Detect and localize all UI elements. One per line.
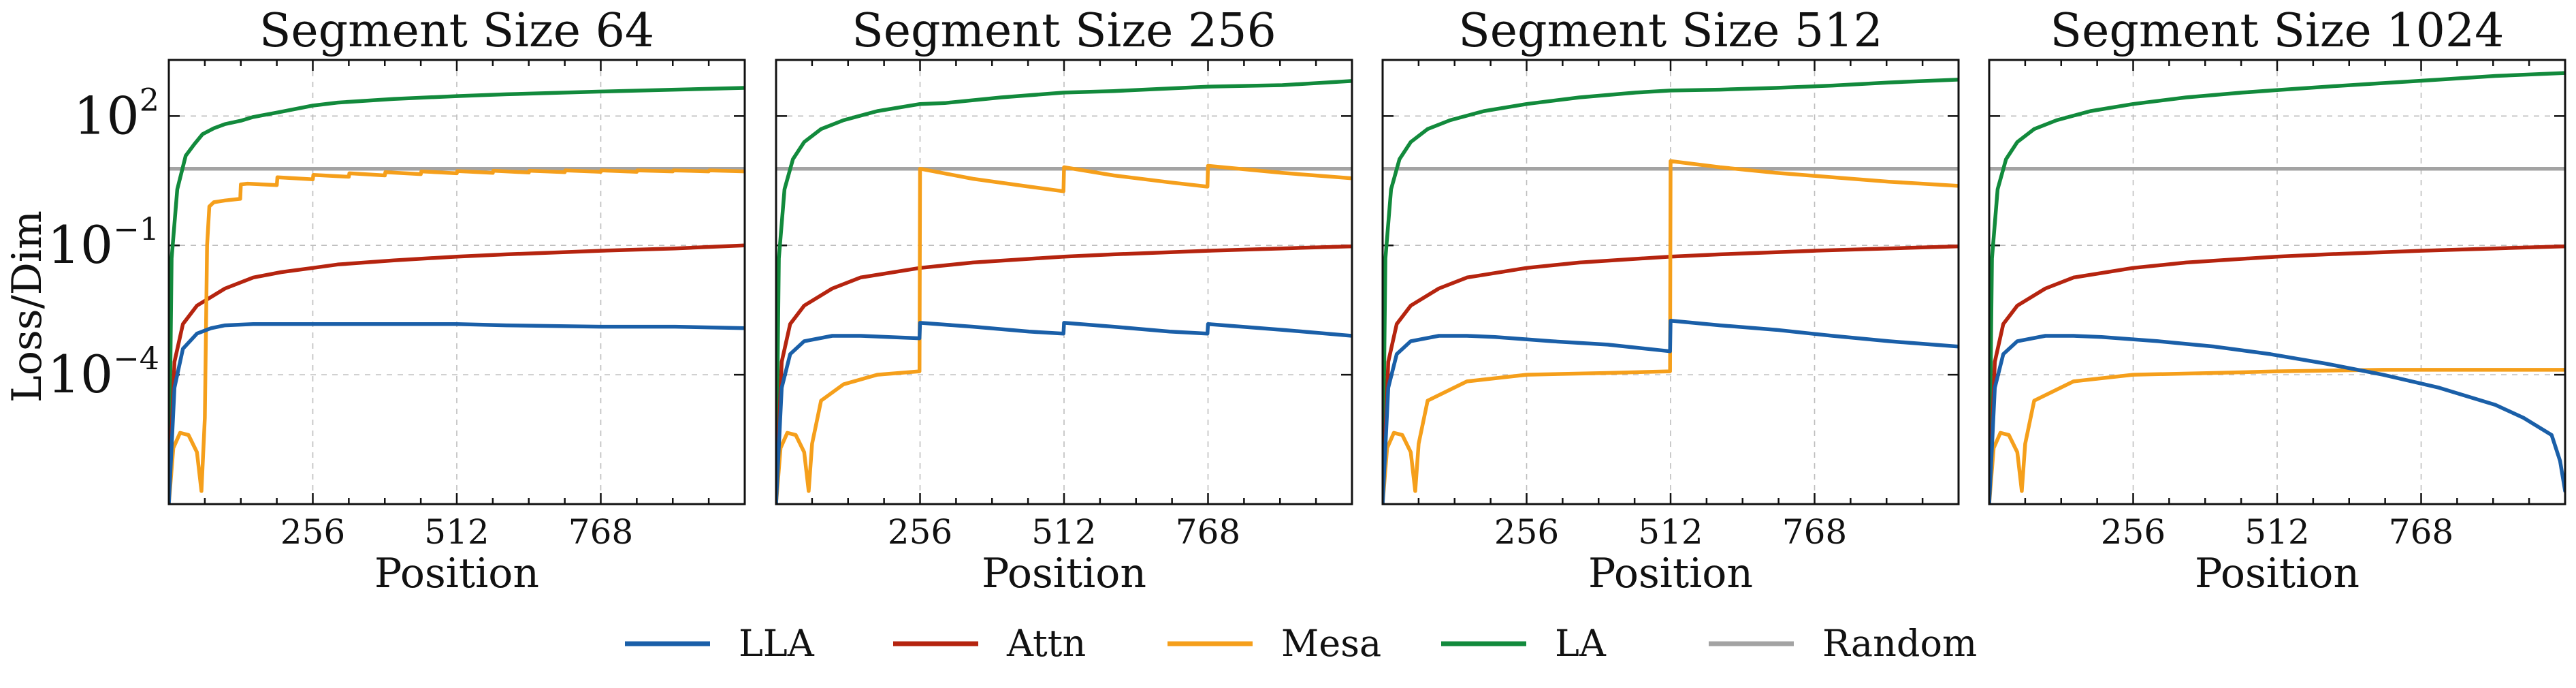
- x-axis-label: Position: [374, 550, 539, 597]
- panel-3: 256 512 768 Segment Size 512 Position: [1381, 4, 1960, 597]
- legend-label: Mesa: [1281, 622, 1381, 665]
- series-line-lla: [169, 322, 745, 504]
- x-tick-label: 768: [1176, 512, 1240, 552]
- series-line-lla: [1383, 318, 1959, 504]
- series-group: [1383, 78, 1959, 504]
- legend-label: Random: [1822, 622, 1977, 665]
- series-group: [776, 79, 1352, 504]
- y-axis-label: Loss/Dim: [3, 210, 51, 403]
- panels: 256 512 768 10−4 10−1 102 Segment Size 64 Posit…: [47, 4, 2566, 597]
- series-group: [1989, 71, 2565, 504]
- series-line-lla: [1989, 334, 2565, 504]
- x-axis-label: Position: [1588, 550, 1753, 597]
- x-tick-label: 256: [888, 512, 952, 552]
- legend-label: LA: [1555, 622, 1607, 665]
- series-line-attn: [169, 243, 745, 504]
- panel-title: Segment Size 1024: [2050, 4, 2505, 58]
- plot-frame: [1988, 59, 2566, 505]
- series-line-la: [1383, 78, 1959, 504]
- series-line-la: [776, 79, 1352, 504]
- x-axis-label: Position: [982, 550, 1146, 597]
- legend-item-lla: LLA: [625, 622, 815, 665]
- x-tick-label: 256: [1494, 512, 1559, 552]
- plot-frame: [167, 59, 746, 505]
- series-line-mesa: [169, 168, 745, 504]
- x-tick-label: 768: [1782, 512, 1847, 552]
- legend-item-attn: Attn: [893, 622, 1086, 665]
- panel-4: 256 512 768 Segment Size 1024 Position: [1988, 4, 2566, 597]
- series-group: [169, 86, 745, 504]
- series-line-mesa: [776, 163, 1352, 504]
- y-tick-label: 10−1: [47, 210, 159, 275]
- x-tick-label: 768: [2389, 512, 2453, 552]
- panel-title: Segment Size 256: [852, 4, 1276, 58]
- y-tick-label: 10−4: [47, 340, 159, 405]
- series-line-la: [1989, 71, 2565, 504]
- legend-label: Attn: [1006, 622, 1086, 665]
- x-axis-label: Position: [2195, 550, 2360, 597]
- panel-title: Segment Size 512: [1458, 4, 1883, 58]
- plot-frame: [775, 59, 1353, 505]
- plot-frame: [1381, 59, 1960, 505]
- series-line-la: [169, 86, 745, 504]
- panel-2: 256 512 768 Segment Size 256 Position: [775, 4, 1353, 597]
- x-tick-label: 256: [280, 512, 345, 552]
- series-line-attn: [1383, 244, 1959, 504]
- x-tick-label: 512: [1638, 512, 1703, 552]
- series-line-lla: [776, 321, 1352, 504]
- y-tick-label: 102: [74, 81, 159, 146]
- legend-item-mesa: Mesa: [1168, 622, 1381, 665]
- x-tick-label: 512: [2244, 512, 2309, 552]
- series-line-attn: [1989, 244, 2565, 504]
- panel-1: 256 512 768 10−4 10−1 102 Segment Size 64 Posit…: [47, 4, 746, 597]
- legend-label: LLA: [739, 622, 815, 665]
- x-tick-label: 512: [424, 512, 489, 552]
- series-line-mesa: [1989, 368, 2565, 504]
- x-tick-label: 512: [1031, 512, 1096, 552]
- legend-item-random: Random: [1709, 622, 1977, 665]
- series-line-mesa: [1383, 159, 1959, 504]
- legend-item-la: LA: [1441, 622, 1607, 665]
- legend: LLA Attn Mesa LA Random: [625, 622, 1977, 665]
- panel-title: Segment Size 64: [259, 4, 654, 58]
- x-tick-label: 256: [2101, 512, 2166, 552]
- x-tick-label: 768: [568, 512, 633, 552]
